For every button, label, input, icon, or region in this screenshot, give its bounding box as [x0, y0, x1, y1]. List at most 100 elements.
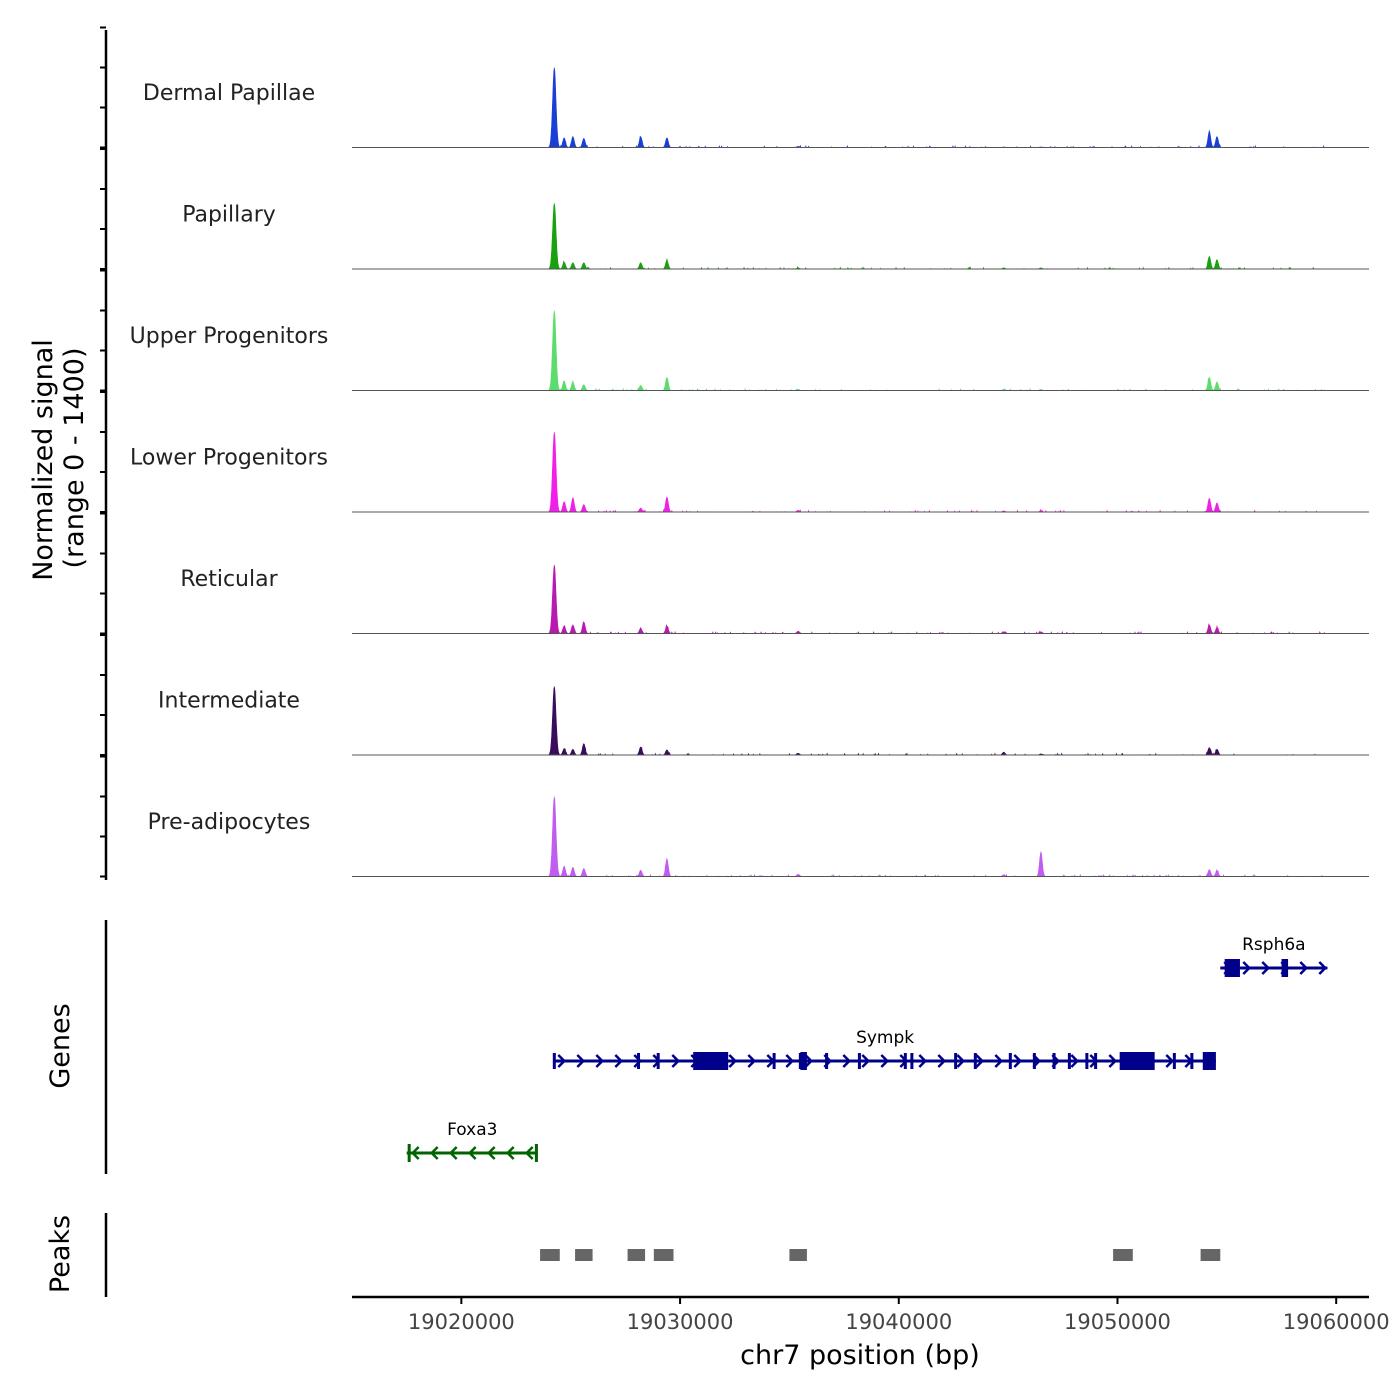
genes-panel: Genes Rsph6a Sympk Foxa3 [45, 920, 1328, 1174]
strand-chevron [576, 1054, 586, 1068]
exon [637, 1053, 641, 1069]
genes-axis-label: Genes [45, 1003, 76, 1088]
exon [1202, 1052, 1216, 1070]
exon [1190, 1053, 1194, 1069]
exon [772, 1053, 776, 1069]
exon [1224, 959, 1240, 977]
strand-chevron [486, 1146, 496, 1160]
strand-chevron [633, 1054, 643, 1068]
x-tick-label: 19020000 [408, 1310, 515, 1334]
x-tick-label: 19040000 [845, 1310, 952, 1334]
strand-chevron [804, 1054, 814, 1068]
track-label: Pre-adipocytes [148, 810, 311, 835]
exon [1067, 1053, 1071, 1069]
signal-area [548, 310, 1326, 392]
strand-chevron [557, 1054, 567, 1068]
exon [910, 1053, 914, 1069]
signal-tracks: Dermal Papillae Papillary Upper Progenitor… [130, 67, 1369, 878]
strand-chevron [747, 1054, 757, 1068]
exon [407, 1144, 411, 1162]
signal-area [548, 431, 1326, 513]
track-upper-progenitors: Upper Progenitors [130, 310, 1369, 392]
peak-box [627, 1249, 646, 1261]
strand-chevron [956, 1054, 966, 1068]
peak-box [575, 1249, 593, 1261]
strand-chevron [785, 1054, 795, 1068]
x-ticks: 19020000 19030000 19040000 19050000 19060000 [408, 1297, 1390, 1334]
signal-area [548, 67, 1326, 149]
peaks-axis-label: Peaks [45, 1215, 76, 1293]
strand-chevron [1299, 961, 1309, 975]
strand-chevron [842, 1054, 852, 1068]
strand-chevron [994, 1054, 1004, 1068]
signal-y-axis [100, 26, 108, 880]
strand-chevron [937, 1054, 947, 1068]
exon [1008, 1053, 1012, 1069]
exon [693, 1052, 729, 1070]
peak-box [540, 1249, 560, 1261]
exon [1210, 1053, 1214, 1069]
strand-chevron [505, 1146, 515, 1160]
gene-label: Sympk [856, 1028, 914, 1048]
strand-chevron [448, 1146, 458, 1160]
strand-chevron [671, 1054, 681, 1068]
exon [1119, 1052, 1155, 1070]
track-label: Dermal Papillae [143, 81, 315, 106]
strand-chevron [467, 1146, 477, 1160]
signal-area [548, 203, 1326, 270]
peak-box [653, 1249, 674, 1261]
strand-chevron [1070, 1054, 1080, 1068]
track-lower-progenitors: Lower Progenitors [130, 431, 1369, 513]
exon [656, 1053, 660, 1069]
track-label: Upper Progenitors [130, 324, 329, 349]
peak-box [789, 1249, 807, 1261]
gene-label: Foxa3 [447, 1120, 497, 1140]
exon [1172, 1053, 1176, 1069]
track-label: Lower Progenitors [130, 446, 328, 471]
y-axis-label-line1: Normalized signal [28, 339, 59, 581]
track-intermediate: Intermediate [158, 686, 1369, 756]
exon [1281, 959, 1289, 977]
exon [1094, 1053, 1098, 1069]
gene-label: Rsph6a [1242, 935, 1305, 955]
signal-area [548, 686, 1326, 756]
strand-chevron [1242, 961, 1252, 975]
exon [1032, 1053, 1036, 1069]
gene-rsph6a: Rsph6a [1220, 935, 1328, 977]
exon [973, 1053, 977, 1069]
gene-models: Rsph6a Sympk Foxa3 [406, 935, 1328, 1162]
exon [954, 1053, 958, 1069]
x-axis: 19020000 19030000 19040000 19050000 19060000… [352, 1295, 1390, 1371]
strand-chevron [410, 1146, 420, 1160]
track-label: Intermediate [158, 689, 300, 714]
x-tick-label: 19030000 [627, 1310, 734, 1334]
track-reticular: Reticular [180, 564, 1369, 635]
peaks-panel: Peaks [45, 1213, 1221, 1297]
strand-chevron [1261, 961, 1271, 975]
exon [798, 1053, 802, 1069]
exon [800, 1052, 807, 1070]
x-tick-label: 19050000 [1064, 1310, 1171, 1334]
y-axis-label-line2: (range 0 - 1400) [59, 348, 90, 569]
exon [534, 1144, 538, 1162]
strand-chevron [614, 1054, 624, 1068]
peak-box [1113, 1249, 1133, 1261]
x-tick-label: 19060000 [1283, 1310, 1390, 1334]
strand-chevron [880, 1054, 890, 1068]
strand-chevron [728, 1054, 738, 1068]
strand-chevron [861, 1054, 871, 1068]
gene-foxa3: Foxa3 [406, 1120, 538, 1162]
exon [903, 1053, 907, 1069]
peak-boxes [540, 1249, 1221, 1261]
strand-chevron [1165, 1054, 1175, 1068]
exon [1052, 1053, 1056, 1069]
strand-chevron [1108, 1054, 1118, 1068]
gene-sympk: Sympk [552, 1028, 1216, 1070]
signal-area [548, 564, 1326, 635]
strand-chevron [918, 1054, 928, 1068]
track-label: Papillary [182, 203, 276, 228]
strand-chevron [429, 1146, 439, 1160]
strand-chevron [975, 1054, 985, 1068]
exon [1085, 1053, 1089, 1069]
track-papillary: Papillary [182, 203, 1369, 270]
